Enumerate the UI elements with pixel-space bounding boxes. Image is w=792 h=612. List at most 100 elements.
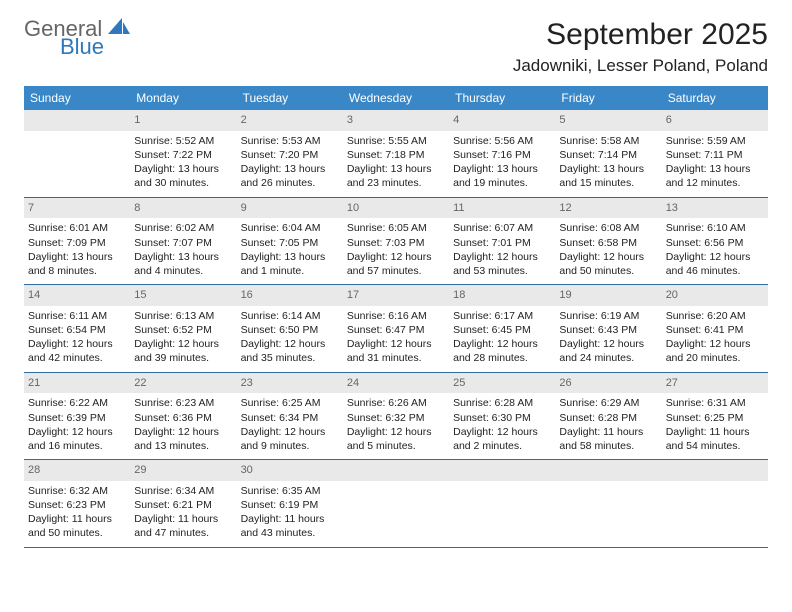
daylight-text: Daylight: 12 hours and 50 minutes. <box>559 250 657 278</box>
month-title: September 2025 <box>513 18 768 52</box>
day-number: 10 <box>343 198 449 219</box>
day-cell: 18Sunrise: 6:17 AMSunset: 6:45 PMDayligh… <box>449 285 555 372</box>
sunset-text: Sunset: 6:19 PM <box>241 498 339 512</box>
sunrise-text: Sunrise: 6:17 AM <box>453 309 551 323</box>
sunrise-text: Sunrise: 6:01 AM <box>28 221 126 235</box>
sunset-text: Sunset: 7:11 PM <box>666 148 764 162</box>
day-number <box>449 460 555 481</box>
sunrise-text: Sunrise: 6:10 AM <box>666 221 764 235</box>
day-cell: 11Sunrise: 6:07 AMSunset: 7:01 PMDayligh… <box>449 198 555 285</box>
day-number: 26 <box>555 373 661 394</box>
daylight-text: Daylight: 13 hours and 12 minutes. <box>666 162 764 190</box>
sunset-text: Sunset: 6:39 PM <box>28 411 126 425</box>
daylight-text: Daylight: 13 hours and 8 minutes. <box>28 250 126 278</box>
sunset-text: Sunset: 6:56 PM <box>666 236 764 250</box>
daylight-text: Daylight: 12 hours and 28 minutes. <box>453 337 551 365</box>
day-cell: 30Sunrise: 6:35 AMSunset: 6:19 PMDayligh… <box>237 460 343 547</box>
day-cell: 25Sunrise: 6:28 AMSunset: 6:30 PMDayligh… <box>449 373 555 460</box>
day-number: 24 <box>343 373 449 394</box>
day-number: 23 <box>237 373 343 394</box>
sunrise-text: Sunrise: 6:23 AM <box>134 396 232 410</box>
day-cell: 7Sunrise: 6:01 AMSunset: 7:09 PMDaylight… <box>24 198 130 285</box>
day-header: Monday <box>130 86 236 110</box>
sunset-text: Sunset: 6:47 PM <box>347 323 445 337</box>
sunset-text: Sunset: 7:22 PM <box>134 148 232 162</box>
daylight-text: Daylight: 12 hours and 39 minutes. <box>134 337 232 365</box>
day-cell: 23Sunrise: 6:25 AMSunset: 6:34 PMDayligh… <box>237 373 343 460</box>
header: General Blue September 2025 Jadowniki, L… <box>24 18 768 76</box>
day-number: 29 <box>130 460 236 481</box>
day-number: 19 <box>555 285 661 306</box>
location-text: Jadowniki, Lesser Poland, Poland <box>513 56 768 76</box>
sunrise-text: Sunrise: 6:16 AM <box>347 309 445 323</box>
day-number: 30 <box>237 460 343 481</box>
day-cell: 3Sunrise: 5:55 AMSunset: 7:18 PMDaylight… <box>343 110 449 197</box>
day-cell: 21Sunrise: 6:22 AMSunset: 6:39 PMDayligh… <box>24 373 130 460</box>
day-header: Friday <box>555 86 661 110</box>
weeks-container: 1Sunrise: 5:52 AMSunset: 7:22 PMDaylight… <box>24 110 768 548</box>
sunrise-text: Sunrise: 5:58 AM <box>559 134 657 148</box>
sunrise-text: Sunrise: 5:55 AM <box>347 134 445 148</box>
day-cell <box>555 460 661 547</box>
sunset-text: Sunset: 7:09 PM <box>28 236 126 250</box>
sunset-text: Sunset: 6:54 PM <box>28 323 126 337</box>
sunset-text: Sunset: 6:32 PM <box>347 411 445 425</box>
day-number <box>662 460 768 481</box>
sunrise-text: Sunrise: 6:07 AM <box>453 221 551 235</box>
day-number: 21 <box>24 373 130 394</box>
day-number: 16 <box>237 285 343 306</box>
week-row: 28Sunrise: 6:32 AMSunset: 6:23 PMDayligh… <box>24 460 768 548</box>
day-number: 20 <box>662 285 768 306</box>
day-number <box>343 460 449 481</box>
day-header: Wednesday <box>343 86 449 110</box>
daylight-text: Daylight: 12 hours and 16 minutes. <box>28 425 126 453</box>
calendar: SundayMondayTuesdayWednesdayThursdayFrid… <box>24 86 768 548</box>
day-cell: 6Sunrise: 5:59 AMSunset: 7:11 PMDaylight… <box>662 110 768 197</box>
daylight-text: Daylight: 11 hours and 54 minutes. <box>666 425 764 453</box>
sunrise-text: Sunrise: 6:35 AM <box>241 484 339 498</box>
logo: General Blue <box>24 18 130 58</box>
day-cell <box>662 460 768 547</box>
sunset-text: Sunset: 6:43 PM <box>559 323 657 337</box>
day-number: 5 <box>555 110 661 131</box>
day-cell: 8Sunrise: 6:02 AMSunset: 7:07 PMDaylight… <box>130 198 236 285</box>
day-cell: 4Sunrise: 5:56 AMSunset: 7:16 PMDaylight… <box>449 110 555 197</box>
day-cell: 16Sunrise: 6:14 AMSunset: 6:50 PMDayligh… <box>237 285 343 372</box>
sunset-text: Sunset: 6:45 PM <box>453 323 551 337</box>
day-cell: 27Sunrise: 6:31 AMSunset: 6:25 PMDayligh… <box>662 373 768 460</box>
sunset-text: Sunset: 6:23 PM <box>28 498 126 512</box>
day-cell: 29Sunrise: 6:34 AMSunset: 6:21 PMDayligh… <box>130 460 236 547</box>
daylight-text: Daylight: 12 hours and 9 minutes. <box>241 425 339 453</box>
day-number: 9 <box>237 198 343 219</box>
daylight-text: Daylight: 12 hours and 24 minutes. <box>559 337 657 365</box>
daylight-text: Daylight: 12 hours and 46 minutes. <box>666 250 764 278</box>
daylight-text: Daylight: 13 hours and 23 minutes. <box>347 162 445 190</box>
day-number: 1 <box>130 110 236 131</box>
week-row: 21Sunrise: 6:22 AMSunset: 6:39 PMDayligh… <box>24 373 768 461</box>
sunset-text: Sunset: 7:18 PM <box>347 148 445 162</box>
day-header: Sunday <box>24 86 130 110</box>
day-number: 11 <box>449 198 555 219</box>
day-cell: 17Sunrise: 6:16 AMSunset: 6:47 PMDayligh… <box>343 285 449 372</box>
day-cell: 1Sunrise: 5:52 AMSunset: 7:22 PMDaylight… <box>130 110 236 197</box>
day-cell: 24Sunrise: 6:26 AMSunset: 6:32 PMDayligh… <box>343 373 449 460</box>
daylight-text: Daylight: 12 hours and 20 minutes. <box>666 337 764 365</box>
daylight-text: Daylight: 12 hours and 53 minutes. <box>453 250 551 278</box>
sunrise-text: Sunrise: 6:11 AM <box>28 309 126 323</box>
day-cell: 14Sunrise: 6:11 AMSunset: 6:54 PMDayligh… <box>24 285 130 372</box>
sunset-text: Sunset: 7:16 PM <box>453 148 551 162</box>
day-cell <box>343 460 449 547</box>
day-cell: 2Sunrise: 5:53 AMSunset: 7:20 PMDaylight… <box>237 110 343 197</box>
day-number: 14 <box>24 285 130 306</box>
day-number: 8 <box>130 198 236 219</box>
day-cell: 12Sunrise: 6:08 AMSunset: 6:58 PMDayligh… <box>555 198 661 285</box>
day-number: 15 <box>130 285 236 306</box>
sunrise-text: Sunrise: 5:53 AM <box>241 134 339 148</box>
sunset-text: Sunset: 6:25 PM <box>666 411 764 425</box>
day-number: 28 <box>24 460 130 481</box>
daylight-text: Daylight: 13 hours and 1 minute. <box>241 250 339 278</box>
daylight-text: Daylight: 13 hours and 30 minutes. <box>134 162 232 190</box>
sunrise-text: Sunrise: 6:25 AM <box>241 396 339 410</box>
sunrise-text: Sunrise: 6:13 AM <box>134 309 232 323</box>
day-cell: 9Sunrise: 6:04 AMSunset: 7:05 PMDaylight… <box>237 198 343 285</box>
